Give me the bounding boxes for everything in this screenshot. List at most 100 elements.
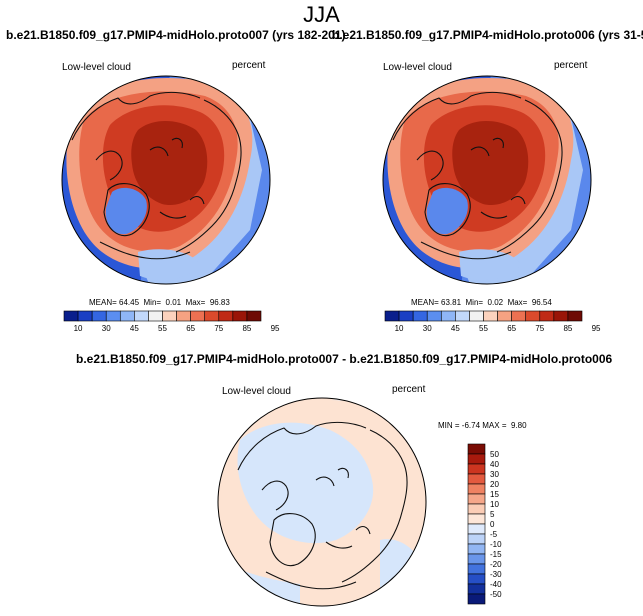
colorbar-3-label-3: 20 [490,480,499,489]
colorbar-2-box-5 [455,310,470,322]
colorbar-2-box-3 [426,310,442,322]
panel-2-mean-label: MEAN= [411,298,439,307]
colorbar-3-label-13: -40 [490,580,502,589]
panel-3-variable-label: Low-level cloud [222,386,291,397]
figure-title: JJA [303,2,340,27]
panel-1-units-label: percent [232,60,266,71]
colorbar-3-label-5: 10 [490,500,499,509]
colorbar-1-box-4 [119,310,135,322]
colorbar-2-box-8 [497,310,512,322]
colorbar-3-label-14: -50 [490,590,502,599]
colorbar-1-label-1: 30 [102,324,111,333]
colorbar-panel-1: 10 30 45 55 65 75 85 95 [63,310,280,333]
colorbar-3-box-6 [467,503,486,515]
panel-1-mean-label: MEAN= [89,298,117,307]
panel-3-stats: MIN = -6.74 MAX = 9.80 [438,421,527,430]
colorbar-3-label-12: -30 [490,570,502,579]
colorbar-3-box-11 [467,553,486,565]
panel-2-coastlines [392,91,563,260]
colorbar-2-box-4 [440,310,456,322]
panel-3-min-label: MIN = [438,421,460,430]
panel-3-negative-southeast [380,539,426,600]
panel-1-max-value: 96.83 [209,298,230,307]
colorbar-3-label-2: 30 [490,470,499,479]
colorbar-2-box-9 [511,310,527,322]
panel-2-min-value: 0.02 [487,298,504,307]
colorbar-3-label-11: -20 [490,560,502,569]
colorbar-1-box-11 [218,310,234,322]
colorbar-2-box-7 [483,310,498,322]
colorbar-3-box-13 [467,573,486,585]
colorbar-1-box-2 [91,310,107,322]
panel-2-max-label: Max= [507,298,528,307]
panel-2-cloud-red-dark [452,121,529,206]
panel-2-europe-low [459,249,521,280]
colorbar-3-label-4: 15 [490,490,499,499]
panel-3-title: b.e21.B1850.f09_g17.PMIP4-midHolo.proto0… [76,352,613,366]
panel-1-greenland-low [105,187,147,235]
colorbar-3-box-9 [467,533,486,545]
colorbar-2-label-5: 75 [535,324,544,333]
colorbar-1-box-8 [176,310,191,322]
colorbar-1-box-1 [77,310,93,322]
panel-3-max-value: 9.80 [510,421,527,430]
panel-3-map-border [217,397,427,607]
panel-1-stats: MEAN= 64.45 Min= 0.01 Max= 96.83 [89,298,230,307]
colorbar-3-box-14 [467,583,486,595]
colorbar-3-box-0 [467,443,486,455]
colorbar-1-label-2: 45 [130,324,139,333]
colorbar-3-box-5 [467,493,486,505]
colorbar-3-box-15 [467,593,486,605]
colorbar-1-box-6 [148,310,163,322]
colorbar-2-box-2 [412,310,428,322]
colorbar-1-label-3: 55 [158,324,167,333]
colorbar-1-label-5: 75 [214,324,223,333]
panel-2-map [382,75,592,285]
colorbar-3-label-7: 0 [490,520,495,529]
colorbar-2-box-0 [384,310,400,322]
colorbar-1-label-6: 85 [242,324,251,333]
colorbar-1-box-10 [204,310,220,322]
colorbar-1-label-0: 10 [74,324,83,333]
panel-1-coastlines [71,91,242,260]
panel-1-mean-value: 64.45 [119,298,140,307]
colorbar-1-box-7 [162,310,177,322]
colorbar-2-label-4: 65 [507,324,516,333]
panel-3-coastlines [237,421,408,590]
colorbar-1-box-9 [190,310,206,322]
panel-1-cloud-red-dark [131,121,208,206]
colorbar-1-box-5 [134,310,149,322]
colorbar-1-box-13 [246,310,262,322]
colorbar-3-box-8 [467,523,486,535]
panel-2-mean-value: 63.81 [441,298,462,307]
colorbar-1-label-7: 95 [271,324,280,333]
panel-3-map [217,397,427,607]
panel-1-map-border [61,75,271,285]
panel-1-map [61,75,271,285]
colorbar-2-box-13 [567,310,583,322]
panel-1-min-value: 0.01 [165,298,182,307]
colorbar-1-label-4: 65 [186,324,195,333]
panel-3-negative-center [237,422,374,544]
colorbar-panel-2: 10 30 45 55 65 75 85 95 [384,310,601,333]
colorbar-2-box-10 [525,310,541,322]
colorbar-3-label-9: -10 [490,540,502,549]
panel-1-min-label: Min= [143,298,162,307]
colorbar-3-box-1 [467,453,486,465]
colorbar-3-box-2 [467,463,486,475]
colorbar-2-label-2: 45 [451,324,460,333]
colorbar-2-label-7: 95 [592,324,601,333]
panel-2-min-label: Min= [465,298,484,307]
panel-2-title: b.e21.B1850.f09_g17.PMIP4-midHolo.proto0… [332,28,643,42]
colorbar-2-box-1 [398,310,414,322]
panel-1-max-label: Max= [185,298,206,307]
panel-1-europe-low [138,249,200,280]
colorbar-2-label-0: 10 [395,324,404,333]
panel-3-max-label: MAX = [482,421,507,430]
colorbar-3-box-12 [467,563,486,575]
colorbar-1-box-3 [105,310,121,322]
colorbar-2-box-6 [469,310,484,322]
panel-2-units-label: percent [554,60,588,71]
